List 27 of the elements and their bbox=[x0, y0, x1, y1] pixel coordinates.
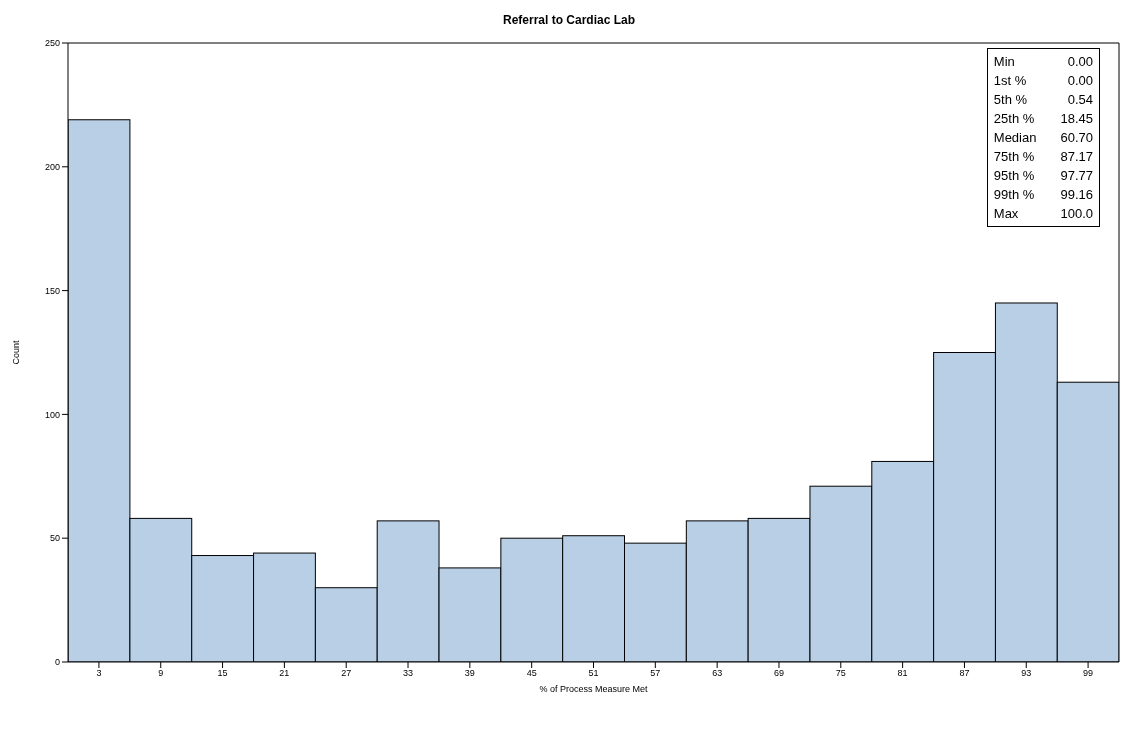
statistics-table: Min 0.00 1st % 0.00 5th % 0.54 25th % 18.45 Median 60.70 75th % 87.17 95th % 97.77 99th % 99.16 Max 100.0 bbox=[986, 48, 1100, 227]
x-tick-label: 33 bbox=[403, 668, 414, 679]
y-tick-label: 100 bbox=[44, 409, 60, 420]
y-tick-label: 0 bbox=[54, 657, 60, 668]
chart-title: Referral to Cardiac Lab bbox=[501, 12, 636, 29]
x-tick-label: 63 bbox=[712, 668, 723, 679]
x-tick-label: 75 bbox=[835, 668, 846, 679]
x-tick-label: 9 bbox=[158, 668, 164, 679]
x-tick-label: 57 bbox=[650, 668, 661, 679]
y-axis-title: Count bbox=[11, 340, 22, 365]
y-tick-label: 200 bbox=[44, 162, 60, 172]
x-tick-label: 69 bbox=[773, 668, 784, 679]
x-tick-label: 87 bbox=[959, 668, 970, 679]
x-tick-label: 21 bbox=[279, 668, 290, 679]
x-tick-label: 81 bbox=[897, 668, 908, 679]
x-tick-label: 39 bbox=[464, 668, 475, 679]
x-tick-label: 45 bbox=[526, 668, 537, 679]
x-tick-label: 15 bbox=[217, 668, 228, 679]
x-tick-label: 93 bbox=[1021, 668, 1032, 679]
x-axis-title: % of Process Measure Met bbox=[539, 684, 649, 694]
x-tick-label: 51 bbox=[588, 668, 599, 679]
x-tick-label: 3 bbox=[96, 668, 102, 679]
x-tick-label: 99 bbox=[1083, 668, 1094, 679]
y-tick-label: 250 bbox=[44, 38, 60, 49]
x-tick-label: 27 bbox=[341, 668, 352, 679]
y-tick-label: 50 bbox=[49, 533, 60, 544]
y-tick-label: 150 bbox=[44, 285, 60, 296]
